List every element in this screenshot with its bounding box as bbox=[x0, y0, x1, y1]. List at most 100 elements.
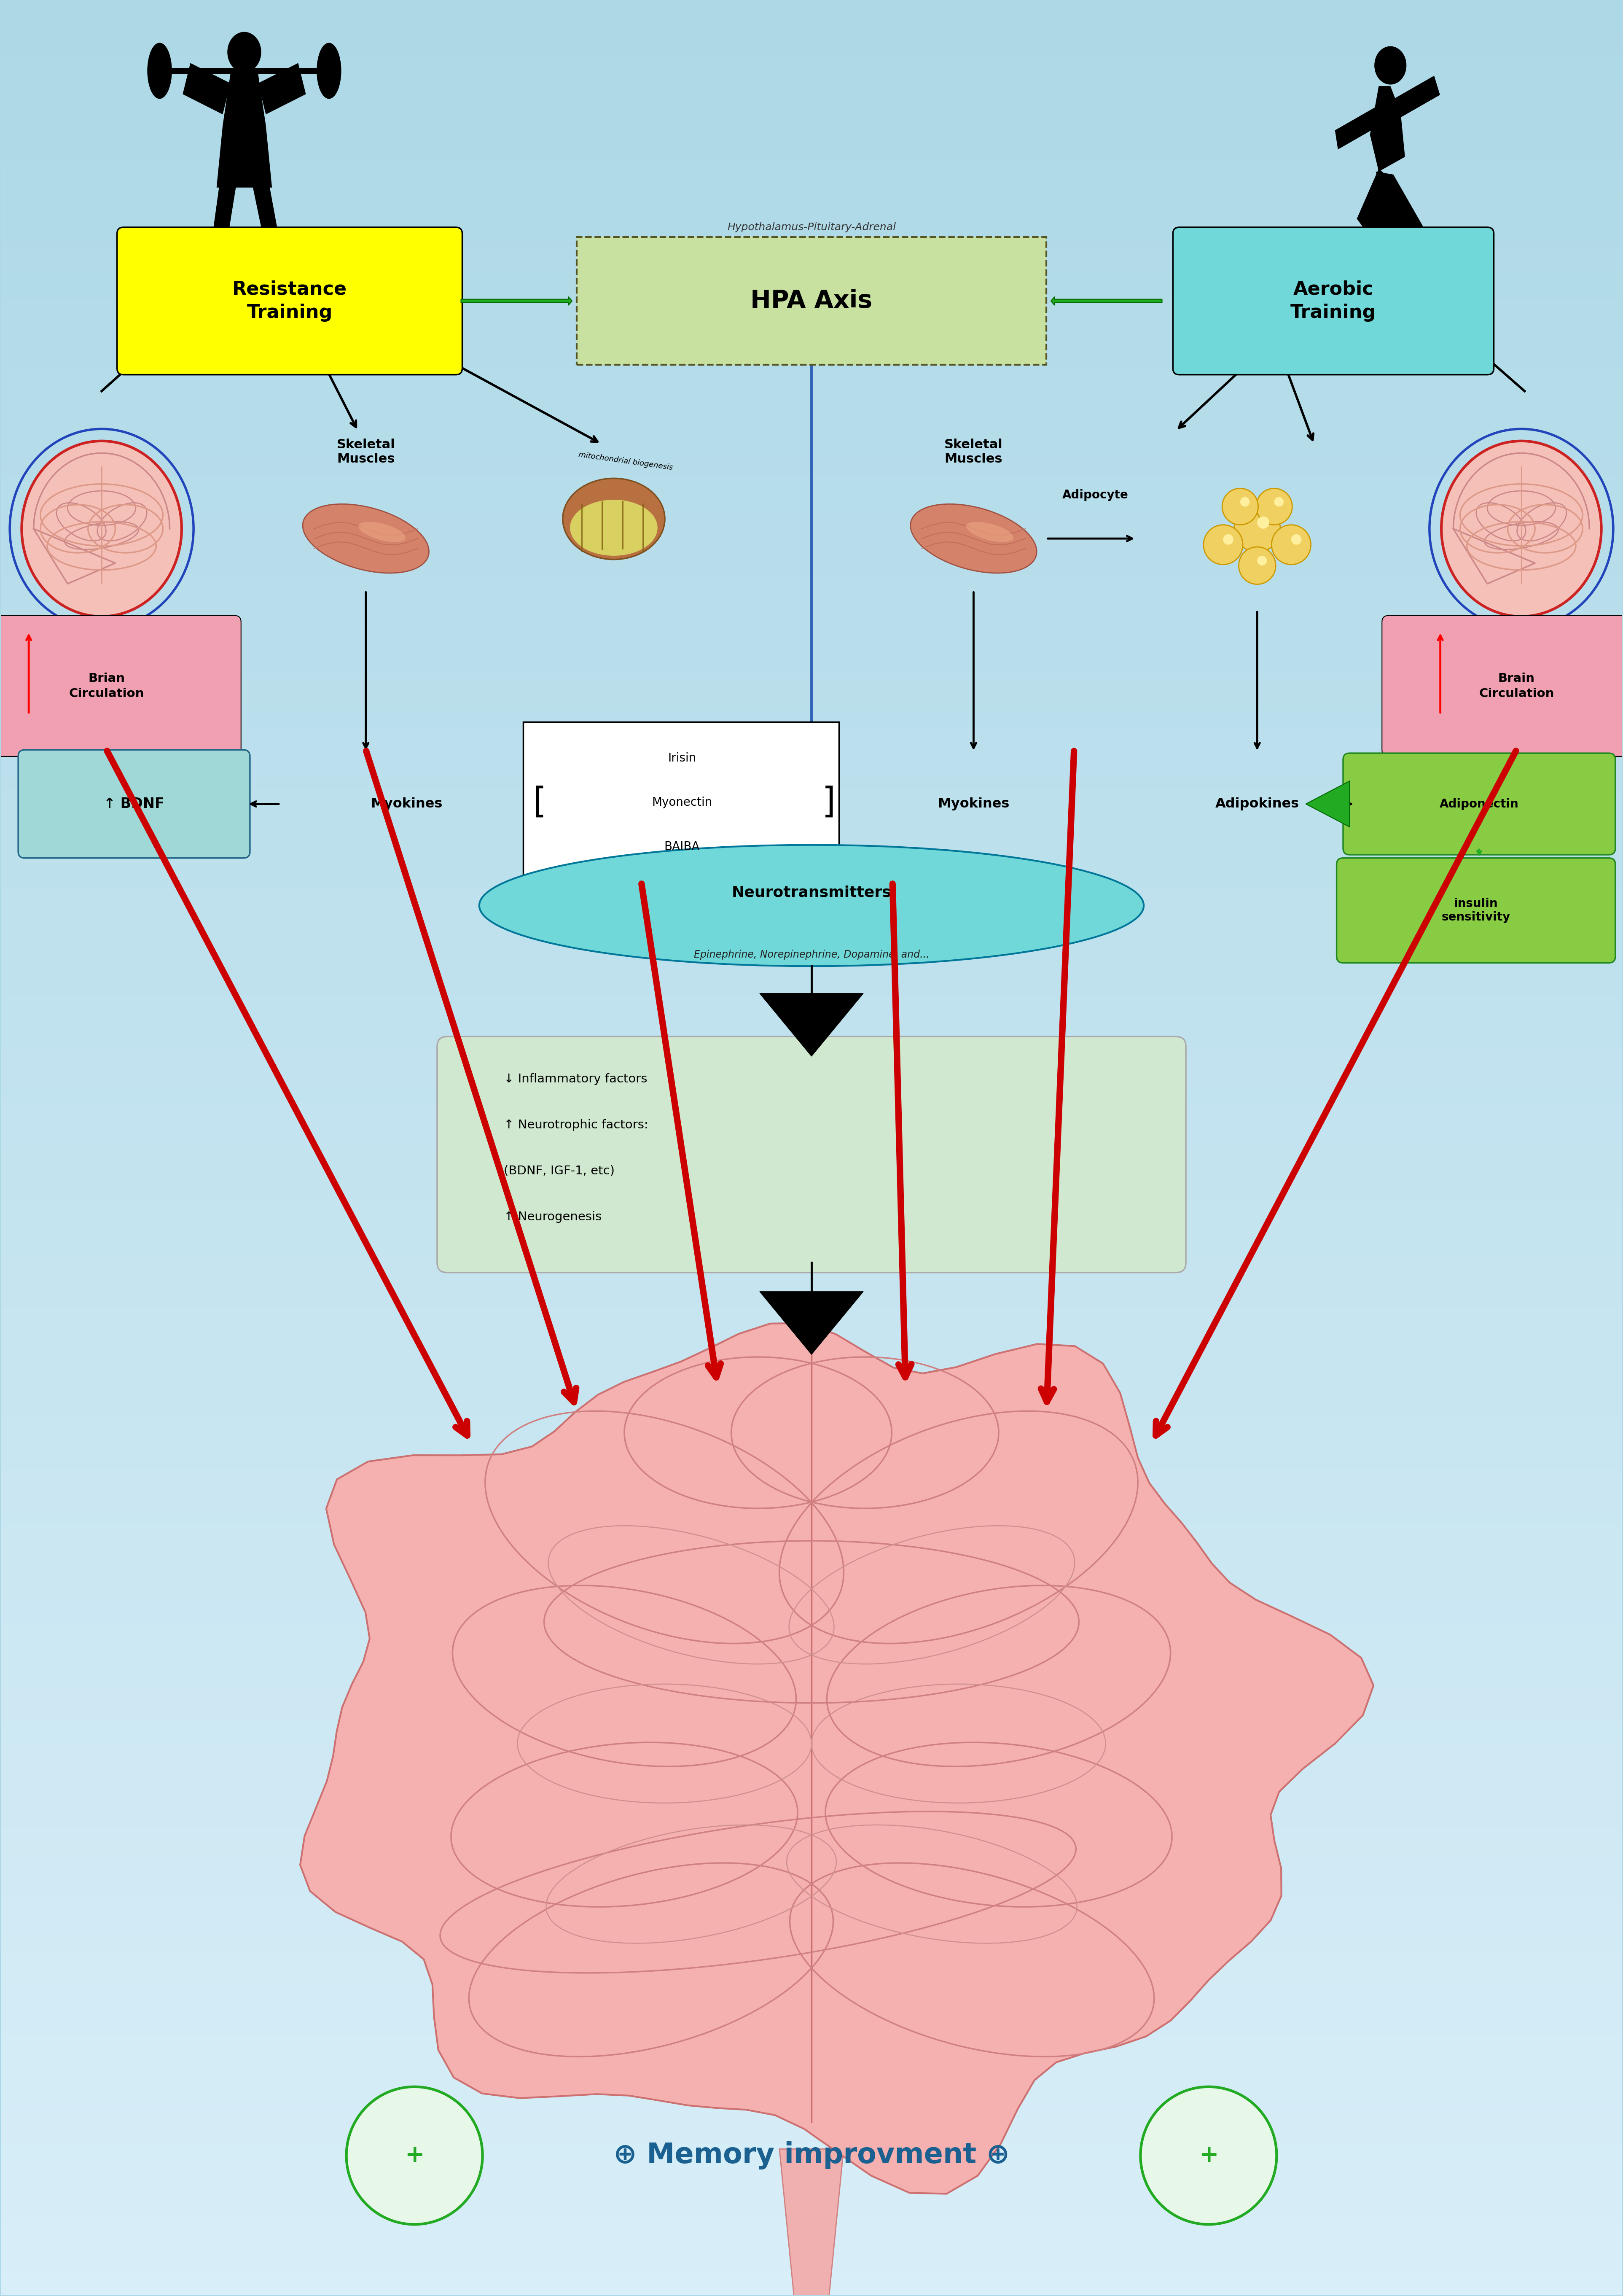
Bar bbox=[2, 1919, 1621, 1929]
Bar bbox=[2, 889, 1621, 895]
Bar bbox=[2, 1561, 1621, 1568]
Bar bbox=[2, 698, 1621, 705]
Bar bbox=[2, 528, 1621, 537]
Polygon shape bbox=[1391, 76, 1440, 119]
Bar bbox=[2, 735, 1621, 744]
FancyBboxPatch shape bbox=[1173, 227, 1493, 374]
Bar bbox=[2, 1141, 1621, 1148]
Bar bbox=[2, 1759, 1621, 1768]
Bar bbox=[2, 2112, 1621, 2119]
Bar bbox=[2, 262, 1621, 269]
Bar bbox=[2, 505, 1621, 514]
Bar bbox=[2, 1026, 1621, 1033]
Bar bbox=[2, 689, 1621, 698]
Bar bbox=[2, 850, 1621, 856]
Bar bbox=[2, 2119, 1621, 2126]
Ellipse shape bbox=[570, 501, 657, 556]
Bar bbox=[2, 551, 1621, 560]
Bar bbox=[2, 1079, 1621, 1086]
Bar bbox=[2, 1394, 1621, 1401]
Bar bbox=[2, 1729, 1621, 1736]
Bar bbox=[2, 1653, 1621, 1660]
Text: ↑ BDNF: ↑ BDNF bbox=[104, 797, 164, 810]
Bar bbox=[2, 751, 1621, 758]
Bar bbox=[2, 643, 1621, 652]
Text: Irisin: Irisin bbox=[667, 753, 696, 765]
Bar bbox=[2, 560, 1621, 567]
Bar bbox=[2, 934, 1621, 941]
Bar bbox=[2, 2264, 1621, 2273]
Bar bbox=[2, 1384, 1621, 1394]
Bar bbox=[2, 1883, 1621, 1890]
Bar bbox=[2, 1201, 1621, 1210]
Text: Neurotransmitters: Neurotransmitters bbox=[732, 886, 891, 900]
Bar bbox=[2, 2004, 1621, 2011]
FancyBboxPatch shape bbox=[1344, 753, 1615, 854]
Bar bbox=[2, 2172, 1621, 2181]
Text: Hypothalamus-Pituitary-Adrenal: Hypothalamus-Pituitary-Adrenal bbox=[727, 223, 896, 232]
Bar bbox=[2, 1998, 1621, 2004]
Ellipse shape bbox=[966, 521, 1013, 542]
Polygon shape bbox=[258, 62, 305, 115]
Text: mitochondrial biogenesis: mitochondrial biogenesis bbox=[578, 450, 674, 471]
Bar bbox=[2, 413, 1621, 422]
Bar bbox=[2, 1453, 1621, 1463]
Text: Adipokines: Adipokines bbox=[1216, 797, 1298, 810]
Bar bbox=[2, 675, 1621, 682]
Bar bbox=[2, 230, 1621, 239]
Bar bbox=[2, 2096, 1621, 2103]
Bar bbox=[2, 544, 1621, 551]
Bar bbox=[2, 377, 1621, 383]
Bar bbox=[2, 1109, 1621, 1118]
Bar bbox=[2, 2027, 1621, 2034]
Bar bbox=[2, 193, 1621, 200]
Bar bbox=[2, 1302, 1621, 1309]
Bar bbox=[2, 1874, 1621, 1883]
Bar bbox=[2, 1660, 1621, 1667]
Bar bbox=[2, 1155, 1621, 1164]
Bar bbox=[2, 55, 1621, 62]
Bar bbox=[2, 124, 1621, 131]
Bar bbox=[2, 879, 1621, 889]
Bar bbox=[2, 2211, 1621, 2218]
Bar bbox=[2, 1469, 1621, 1476]
Bar bbox=[2, 138, 1621, 147]
Bar bbox=[2, 1798, 1621, 1805]
Bar bbox=[2, 177, 1621, 184]
Bar bbox=[2, 1371, 1621, 1378]
Bar bbox=[2, 1430, 1621, 1440]
Bar bbox=[2, 101, 1621, 108]
Bar bbox=[2, 895, 1621, 902]
Text: ↑ Neurogenesis: ↑ Neurogenesis bbox=[503, 1210, 602, 1224]
Bar bbox=[2, 537, 1621, 544]
Bar bbox=[2, 1867, 1621, 1874]
Bar bbox=[2, 1775, 1621, 1782]
Ellipse shape bbox=[227, 32, 261, 73]
Bar bbox=[2, 1713, 1621, 1722]
Bar bbox=[2, 1690, 1621, 1699]
Bar bbox=[2, 1851, 1621, 1860]
Bar bbox=[2, 1591, 1621, 1598]
Text: Myokines: Myokines bbox=[938, 797, 1010, 810]
Bar bbox=[2, 1492, 1621, 1499]
Bar bbox=[2, 1844, 1621, 1851]
Bar bbox=[2, 721, 1621, 728]
Bar bbox=[2, 613, 1621, 620]
Bar bbox=[2, 1722, 1621, 1729]
Text: Myokines: Myokines bbox=[370, 797, 441, 810]
Bar bbox=[2, 78, 1621, 85]
Bar bbox=[2, 1975, 1621, 1981]
Bar bbox=[2, 108, 1621, 115]
Text: (BDNF, IGF-1, etc): (BDNF, IGF-1, etc) bbox=[503, 1164, 615, 1178]
Bar bbox=[2, 1486, 1621, 1492]
Bar bbox=[2, 788, 1621, 797]
Bar bbox=[2, 1446, 1621, 1453]
Bar bbox=[2, 1683, 1621, 1690]
Bar bbox=[2, 1768, 1621, 1775]
Bar bbox=[2, 1782, 1621, 1791]
Bar bbox=[2, 292, 1621, 298]
Ellipse shape bbox=[1233, 505, 1281, 551]
Bar bbox=[2, 1942, 1621, 1952]
Bar bbox=[2, 1508, 1621, 1515]
Bar bbox=[2, 147, 1621, 154]
